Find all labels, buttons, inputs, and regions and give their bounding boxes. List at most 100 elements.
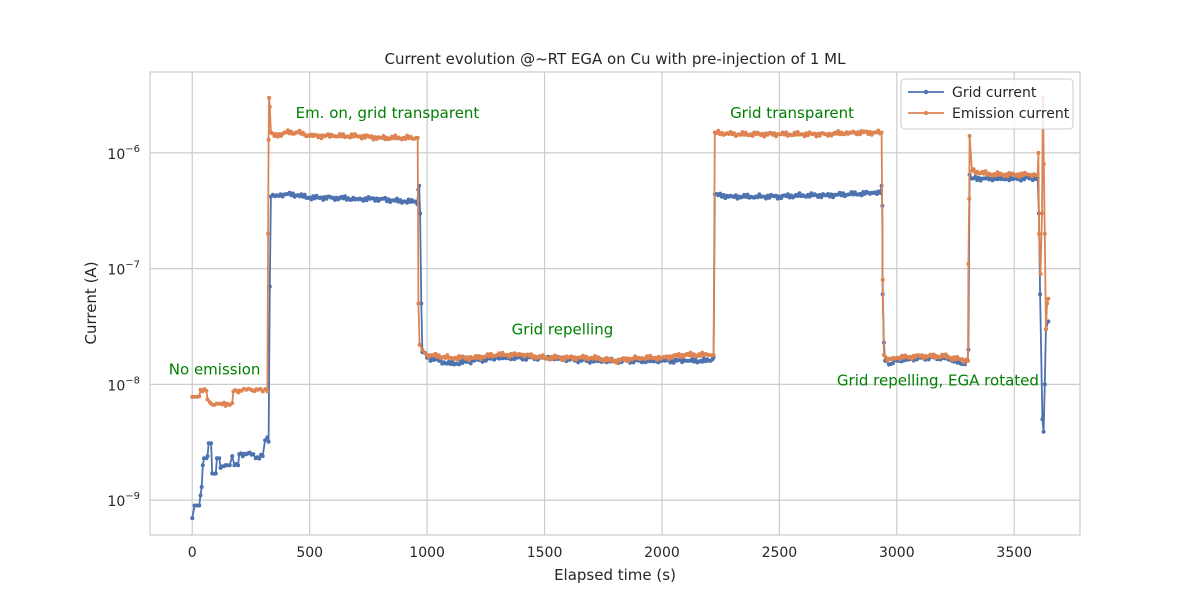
data-point	[205, 454, 210, 459]
data-point	[433, 351, 438, 356]
data-point	[1046, 319, 1051, 324]
data-point	[562, 357, 567, 362]
data-point	[290, 191, 295, 196]
x-tick-label: 500	[296, 545, 323, 561]
data-point	[419, 301, 424, 306]
data-point	[960, 357, 965, 362]
data-point	[198, 493, 203, 498]
x-gridlines	[191, 72, 1015, 535]
data-point	[342, 194, 347, 199]
data-point	[230, 454, 235, 459]
data-point	[602, 359, 607, 364]
data-point	[500, 356, 505, 361]
data-point	[1041, 162, 1046, 167]
data-point	[236, 463, 241, 468]
data-point	[418, 211, 423, 216]
data-point	[209, 441, 214, 446]
data-point	[943, 352, 948, 357]
data-point	[785, 192, 790, 197]
data-point	[213, 471, 218, 476]
data-point	[973, 174, 978, 179]
data-point	[190, 516, 195, 521]
x-tick-label: 1000	[409, 545, 445, 561]
data-point	[857, 132, 862, 137]
y-tick-label: 10−8	[107, 375, 140, 394]
data-point	[266, 137, 271, 142]
x-tick-labels: 0 500 1000 1500 2000 2500 3000 3500	[188, 545, 1032, 561]
data-point	[993, 173, 998, 178]
x-tick-label: 3500	[996, 545, 1032, 561]
series-emission-current	[190, 95, 1051, 408]
data-point	[909, 357, 914, 361]
data-point	[676, 352, 681, 356]
data-point	[227, 463, 232, 468]
data-point	[197, 503, 202, 508]
data-point	[966, 261, 971, 266]
data-point	[1040, 417, 1045, 422]
x-tick-label: 2500	[762, 545, 798, 561]
data-point	[805, 133, 810, 138]
data-point	[1046, 296, 1051, 301]
data-point	[222, 400, 226, 405]
data-point	[1005, 174, 1010, 179]
data-point	[1037, 231, 1042, 236]
data-point	[230, 401, 235, 406]
data-point	[266, 439, 271, 444]
data-point	[836, 129, 841, 134]
data-point	[750, 133, 755, 138]
data-point	[876, 128, 881, 133]
data-point	[569, 354, 574, 359]
data-point	[364, 198, 369, 203]
data-point	[477, 354, 482, 358]
data-point	[733, 193, 738, 198]
data-point	[1042, 231, 1047, 236]
data-point	[1017, 174, 1022, 179]
data-point	[394, 196, 399, 201]
data-point	[920, 353, 924, 358]
data-point	[784, 130, 789, 135]
data-point	[716, 128, 721, 133]
data-point	[413, 199, 418, 204]
data-point	[417, 342, 422, 347]
data-point	[1036, 150, 1041, 155]
y-tick-label: 10−9	[107, 491, 140, 510]
data-point	[983, 169, 988, 174]
data-point	[467, 358, 472, 362]
data-point	[654, 357, 659, 362]
data-point	[898, 357, 903, 362]
data-point	[265, 435, 270, 440]
data-point	[797, 191, 802, 196]
data-point	[512, 357, 517, 362]
data-point	[403, 136, 408, 141]
series-layer	[190, 95, 1051, 521]
data-point	[260, 454, 265, 459]
data-point	[819, 195, 824, 200]
data-point	[1041, 429, 1046, 434]
data-point	[879, 130, 884, 135]
annotation-label: No emission	[169, 360, 261, 378]
data-point	[359, 136, 364, 141]
annotations: No emission Em. on, grid transparent Grid …	[169, 104, 1039, 389]
legend: Grid current Emission current	[900, 78, 1074, 130]
legend-label-grid-current: Grid current	[952, 85, 1037, 101]
y-tick-labels: 10−9 10−8 10−7 10−6	[107, 144, 140, 510]
x-tick-label: 1500	[527, 545, 563, 561]
data-point	[257, 456, 262, 461]
data-point	[688, 350, 693, 355]
data-point	[348, 135, 352, 140]
data-point	[297, 128, 302, 133]
data-point	[443, 356, 448, 360]
data-point	[1045, 301, 1050, 306]
data-point	[1035, 172, 1040, 177]
data-point	[931, 352, 936, 357]
data-point	[420, 347, 425, 352]
y-tick-label: 10−7	[107, 260, 140, 279]
data-point	[745, 192, 750, 197]
data-point	[880, 277, 885, 282]
data-point	[302, 192, 307, 197]
data-point	[200, 463, 205, 468]
data-point	[405, 200, 409, 205]
data-point	[263, 438, 268, 443]
annotation-label: Em. on, grid transparent	[296, 104, 480, 122]
